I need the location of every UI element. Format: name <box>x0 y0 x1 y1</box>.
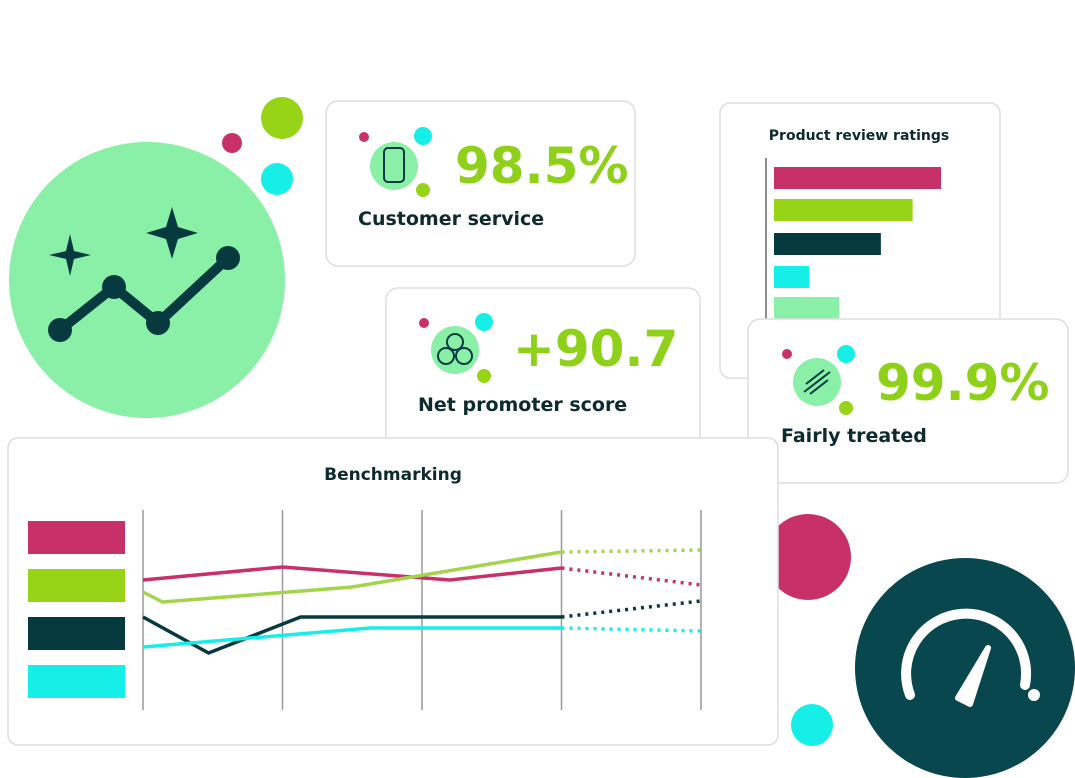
stat-card <box>325 100 636 267</box>
stat-label: Customer service <box>358 208 544 230</box>
bar <box>774 233 881 255</box>
stat-card <box>747 318 1069 484</box>
icon <box>782 345 855 415</box>
icon <box>419 313 493 383</box>
legend <box>28 521 125 698</box>
bar <box>774 297 840 319</box>
series-line <box>142 626 562 649</box>
line-title: Benchmarking <box>324 465 462 485</box>
bar <box>774 266 810 288</box>
decor <box>9 97 1075 778</box>
bar <box>774 167 941 189</box>
bar-title: Product review ratings <box>769 128 949 144</box>
series-line <box>142 565 562 582</box>
bar <box>774 199 913 221</box>
stat-value: +90.7 <box>513 320 678 378</box>
stat-label: Fairly treated <box>781 425 927 447</box>
stat-value: 99.9% <box>876 354 1049 412</box>
stat-label: Net promoter score <box>418 394 627 416</box>
stat-value: 98.5% <box>455 137 628 195</box>
series-line <box>142 550 562 604</box>
series-line <box>142 615 562 655</box>
line-card <box>7 437 779 746</box>
icon <box>359 127 432 197</box>
